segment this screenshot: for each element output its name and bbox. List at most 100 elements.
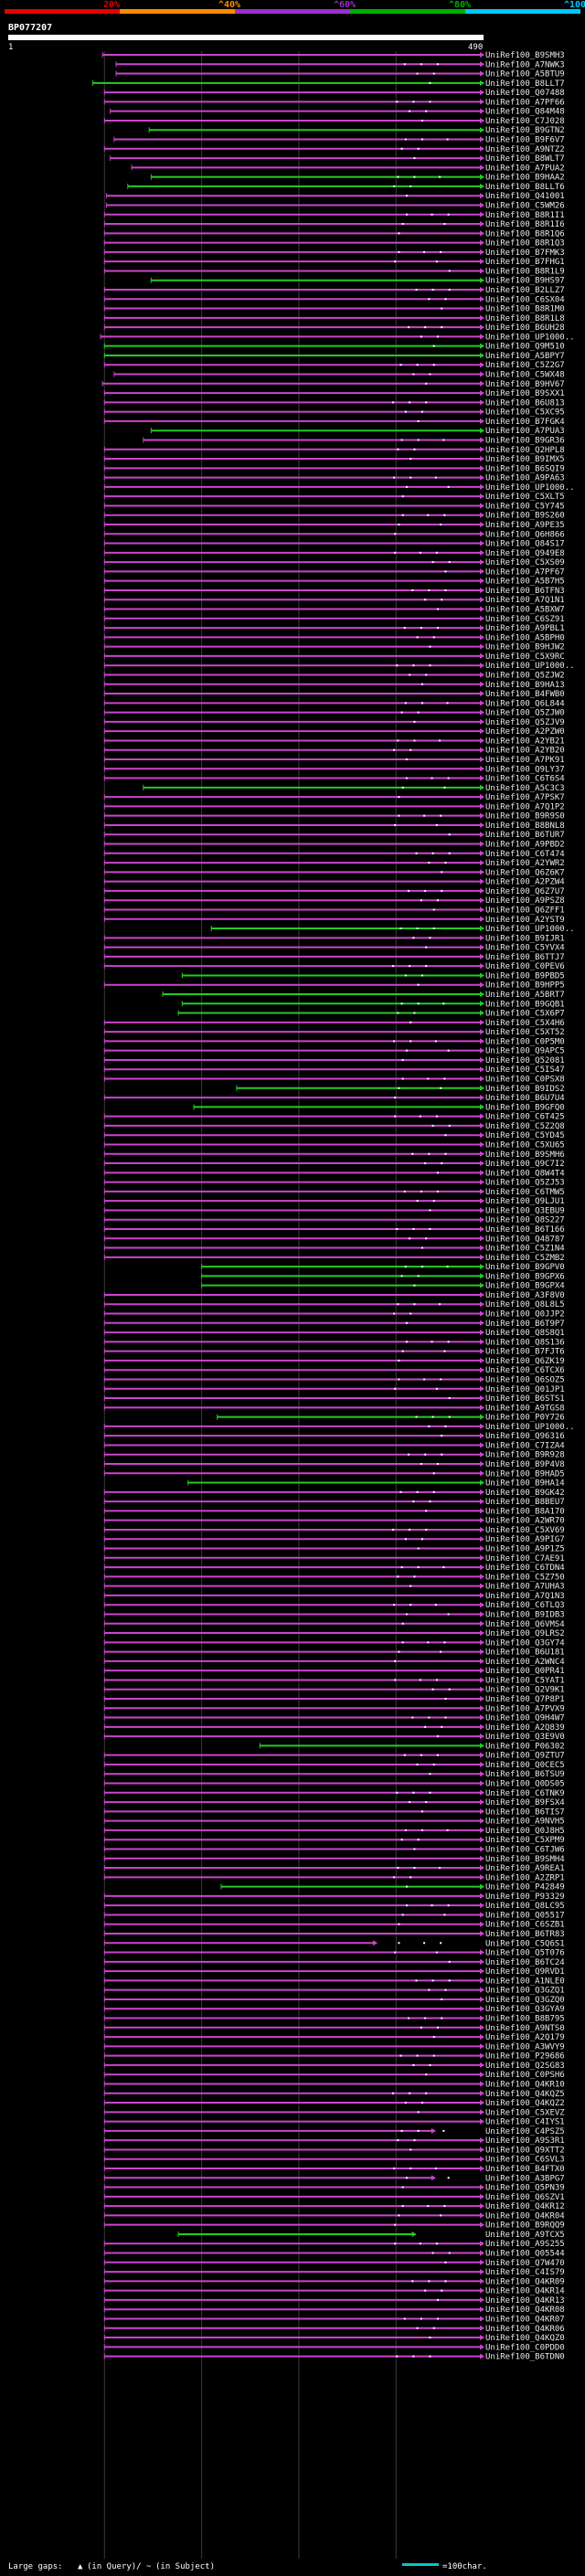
hit-label[interactable]: UniRef100_C5Y745 <box>485 502 565 511</box>
hit-label[interactable]: UniRef100_B8LLT6 <box>485 183 565 192</box>
hit-label[interactable]: UniRef100_B9GTN2 <box>485 126 565 135</box>
hit-label[interactable]: UniRef100_B9PBD5 <box>485 971 565 981</box>
hit-label[interactable]: UniRef100_B9HPP5 <box>485 981 565 991</box>
hit-label[interactable]: UniRef100_Q6ZFF1 <box>485 906 565 915</box>
hit-label[interactable]: UniRef100_B9HAA2 <box>485 174 565 183</box>
hit-label[interactable]: UniRef100_B4FTX0 <box>485 2165 565 2174</box>
hit-label[interactable]: UniRef100_C6TMW5 <box>485 1188 565 1197</box>
hit-label[interactable]: UniRef100_B9S260 <box>485 512 565 521</box>
hit-label[interactable]: UniRef100_A9NTS0 <box>485 2024 565 2033</box>
hit-label[interactable]: UniRef100_C5Z2Q8 <box>485 1122 565 1131</box>
hit-label[interactable]: UniRef100_Q9H4W7 <box>485 1714 565 1723</box>
hit-label[interactable]: UniRef100_Q6ZK19 <box>485 1357 565 1366</box>
hit-label[interactable]: UniRef100_C0PDD0 <box>485 2343 565 2352</box>
hit-label[interactable]: UniRef100_Q9LJU1 <box>485 1197 565 1206</box>
hit-label[interactable]: UniRef100_Q05544 <box>485 2250 565 2259</box>
hit-label[interactable]: UniRef100_B8B795 <box>485 2015 565 2024</box>
hit-label[interactable]: UniRef100_B9HA14 <box>485 1479 565 1489</box>
hit-label[interactable]: UniRef100_B9HS97 <box>485 277 565 286</box>
hit-label[interactable]: UniRef100_Q01JP1 <box>485 1385 565 1394</box>
hit-label[interactable]: UniRef100_Q6L844 <box>485 699 565 708</box>
hit-label[interactable]: UniRef100_B6TC24 <box>485 1958 565 1967</box>
hit-label[interactable]: UniRef100_C6TNK9 <box>485 1789 565 1798</box>
hit-label[interactable]: UniRef100_C5XV69 <box>485 1526 565 1535</box>
hit-label[interactable]: UniRef100_C5X4H6 <box>485 1019 565 1028</box>
hit-label[interactable]: UniRef100_B9SMH6 <box>485 1150 565 1160</box>
hit-label[interactable]: UniRef100_C0PEV6 <box>485 962 565 971</box>
hit-label[interactable]: UniRef100_A7UHA3 <box>485 1583 565 1592</box>
hit-label[interactable]: UniRef100_C5X6P7 <box>485 1010 565 1019</box>
hit-label[interactable]: UniRef100_B6T166 <box>485 1225 565 1235</box>
hit-label[interactable]: UniRef100_Q84S17 <box>485 540 565 549</box>
hit-label[interactable]: UniRef100_B8R1Q3 <box>485 239 565 249</box>
hit-label[interactable]: UniRef100_Q41001 <box>485 192 565 201</box>
hit-label[interactable]: UniRef100_Q9ZTU7 <box>485 1752 565 1761</box>
hit-label[interactable]: UniRef100_Q84M48 <box>485 108 565 117</box>
hit-label[interactable]: UniRef100_Q0PR41 <box>485 1667 565 1676</box>
hit-label[interactable]: UniRef100_B9HJW2 <box>485 643 565 652</box>
hit-label[interactable]: UniRef100_Q8L8L5 <box>485 1300 565 1309</box>
hit-label[interactable]: UniRef100_Q6SOZ5 <box>485 1375 565 1384</box>
hit-label[interactable]: UniRef100_B4FWB0 <box>485 690 565 699</box>
hit-label[interactable]: UniRef100_B9GR36 <box>485 436 565 445</box>
hit-label[interactable]: UniRef100_C6TJW6 <box>485 1845 565 1854</box>
hit-label[interactable]: UniRef100_B8R1I6 <box>485 220 565 229</box>
hit-label[interactable]: UniRef100_Q0JJP2 <box>485 1310 565 1320</box>
hit-label[interactable]: UniRef100_C0PSH6 <box>485 2071 565 2080</box>
hit-label[interactable]: UniRef100_A3BPG7 <box>485 2174 565 2183</box>
hit-label[interactable]: UniRef100_Q2V9K1 <box>485 1686 565 1695</box>
hit-label[interactable]: UniRef100_UP1000.. <box>485 483 575 493</box>
hit-label[interactable]: UniRef100_A2Q179 <box>485 2033 565 2042</box>
hit-label[interactable]: UniRef100_A9PBD2 <box>485 841 565 850</box>
hit-label[interactable]: UniRef100_A9PA63 <box>485 474 565 483</box>
hit-label[interactable]: UniRef100_C6SZB1 <box>485 1921 565 1930</box>
hit-label[interactable]: UniRef100_B9IMX5 <box>485 455 565 464</box>
hit-label[interactable]: UniRef100_B7FMK3 <box>485 249 565 258</box>
hit-label[interactable]: UniRef100_B8R1L8 <box>485 314 565 323</box>
hit-label[interactable]: UniRef100_C5Z1N4 <box>485 1245 565 1254</box>
hit-label[interactable]: UniRef100_Q9M510 <box>485 343 565 352</box>
hit-label[interactable]: UniRef100_B9SXX1 <box>485 389 565 398</box>
hit-label[interactable]: UniRef100_B9R9S0 <box>485 812 565 822</box>
hit-label[interactable]: UniRef100_A7Q1N1 <box>485 596 565 605</box>
hit-label[interactable]: UniRef100_C4IS79 <box>485 2268 565 2277</box>
hit-label[interactable]: UniRef100_Q0CEC5 <box>485 1761 565 1770</box>
hit-label[interactable]: UniRef100_A5BXW7 <box>485 606 565 615</box>
hit-label[interactable]: UniRef100_C5XLT5 <box>485 493 565 502</box>
hit-label[interactable]: UniRef100_B8R1I1 <box>485 211 565 220</box>
hit-label[interactable]: UniRef100_A1NLE0 <box>485 1977 565 1986</box>
hit-label[interactable]: UniRef100_A2YST9 <box>485 916 565 925</box>
hit-label[interactable]: UniRef100_P06302 <box>485 1742 565 1751</box>
hit-label[interactable]: UniRef100_A2Q839 <box>485 1723 565 1733</box>
hit-label[interactable]: UniRef100_A5BPY7 <box>485 352 565 361</box>
hit-label[interactable]: UniRef100_A9P1Z5 <box>485 1545 565 1554</box>
hit-label[interactable]: UniRef100_B8A170 <box>485 1507 565 1516</box>
hit-label[interactable]: UniRef100_B6TUR7 <box>485 831 565 840</box>
hit-label[interactable]: UniRef100_B8BNL8 <box>485 822 565 831</box>
hit-label[interactable]: UniRef100_B9GFQ0 <box>485 1103 565 1112</box>
hit-label[interactable]: UniRef100_Q96316 <box>485 1432 565 1441</box>
hit-label[interactable]: UniRef100_Q6VMS4 <box>485 1620 565 1629</box>
hit-label[interactable]: UniRef100_C5IS47 <box>485 1065 565 1075</box>
hit-label[interactable]: UniRef100_Q3E9V0 <box>485 1733 565 1742</box>
hit-label[interactable]: UniRef100_C5X9RC <box>485 652 565 662</box>
hit-label[interactable]: UniRef100_A7PF66 <box>485 98 565 107</box>
hit-label[interactable]: UniRef100_C6SX04 <box>485 295 565 304</box>
hit-label[interactable]: UniRef100_B9R928 <box>485 1451 565 1460</box>
hit-label[interactable]: UniRef100_B6T9P7 <box>485 1320 565 1329</box>
hit-label[interactable]: UniRef100_A9S255 <box>485 2240 565 2249</box>
hit-label[interactable]: UniRef100_B6TDN0 <box>485 2353 565 2362</box>
hit-label[interactable]: UniRef100_B9GK42 <box>485 1489 565 1498</box>
hit-label[interactable]: UniRef100_A2YWR2 <box>485 859 565 868</box>
hit-label[interactable]: UniRef100_Q3EBU9 <box>485 1206 565 1215</box>
hit-label[interactable]: UniRef100_B7FJT6 <box>485 1348 565 1357</box>
hit-label[interactable]: UniRef100_A2YB20 <box>485 747 565 756</box>
hit-label[interactable]: UniRef100_Q4KR07 <box>485 2315 565 2324</box>
hit-label[interactable]: UniRef100_C5Q6S1 <box>485 1939 565 1948</box>
hit-label[interactable]: UniRef100_C7IZA4 <box>485 1441 565 1450</box>
hit-label[interactable]: UniRef100_Q9C7I2 <box>485 1160 565 1169</box>
hit-label[interactable]: UniRef100_A5B7H5 <box>485 578 565 587</box>
hit-label[interactable]: UniRef100_B9RQQ9 <box>485 2221 565 2231</box>
hit-label[interactable]: UniRef100_B7FHG1 <box>485 258 565 267</box>
hit-label[interactable]: UniRef100_B9IJR1 <box>485 934 565 943</box>
